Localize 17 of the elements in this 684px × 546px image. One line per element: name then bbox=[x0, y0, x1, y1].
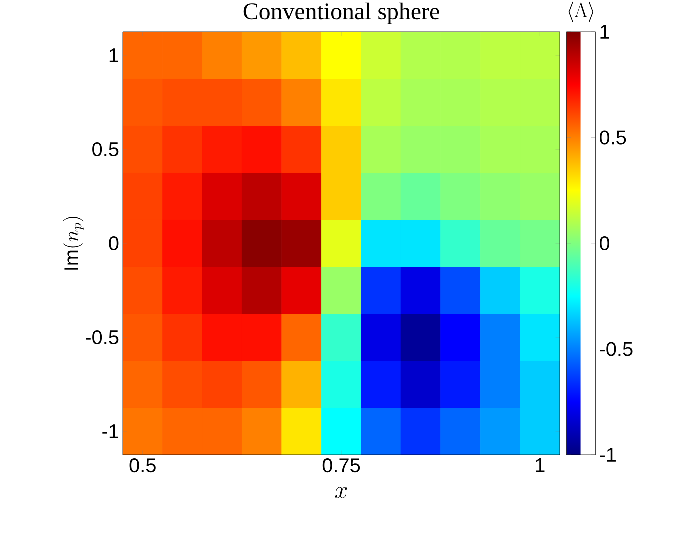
color-bar-label: -0.5 bbox=[600, 342, 633, 356]
x-tick-label: 0.5 bbox=[130, 458, 156, 473]
y-tick-label: 1 bbox=[110, 48, 119, 62]
chart-title: Conventional sphere bbox=[244, 2, 440, 25]
y-tick-label: -1 bbox=[102, 424, 119, 438]
color-bar-label: 0 bbox=[600, 236, 610, 251]
color-bar-title: $\langle\Lambda\rangle$ bbox=[568, 2, 594, 23]
color-bar-label: 0.5 bbox=[600, 130, 626, 145]
y-tick-label: 0 bbox=[109, 236, 119, 251]
y-axis-title: $\mathrm{Im}(n_p)$ bbox=[62, 217, 84, 270]
color-bar-label: -1 bbox=[600, 448, 616, 462]
y-tick-label: -0.5 bbox=[86, 330, 119, 345]
y-tick-label: 0.5 bbox=[92, 142, 119, 157]
x-tick-label: 1 bbox=[536, 458, 545, 472]
color-bar-label: 1 bbox=[600, 25, 610, 39]
x-axis-title: $x$ bbox=[335, 487, 348, 498]
x-tick-label: 0.75 bbox=[322, 458, 360, 473]
